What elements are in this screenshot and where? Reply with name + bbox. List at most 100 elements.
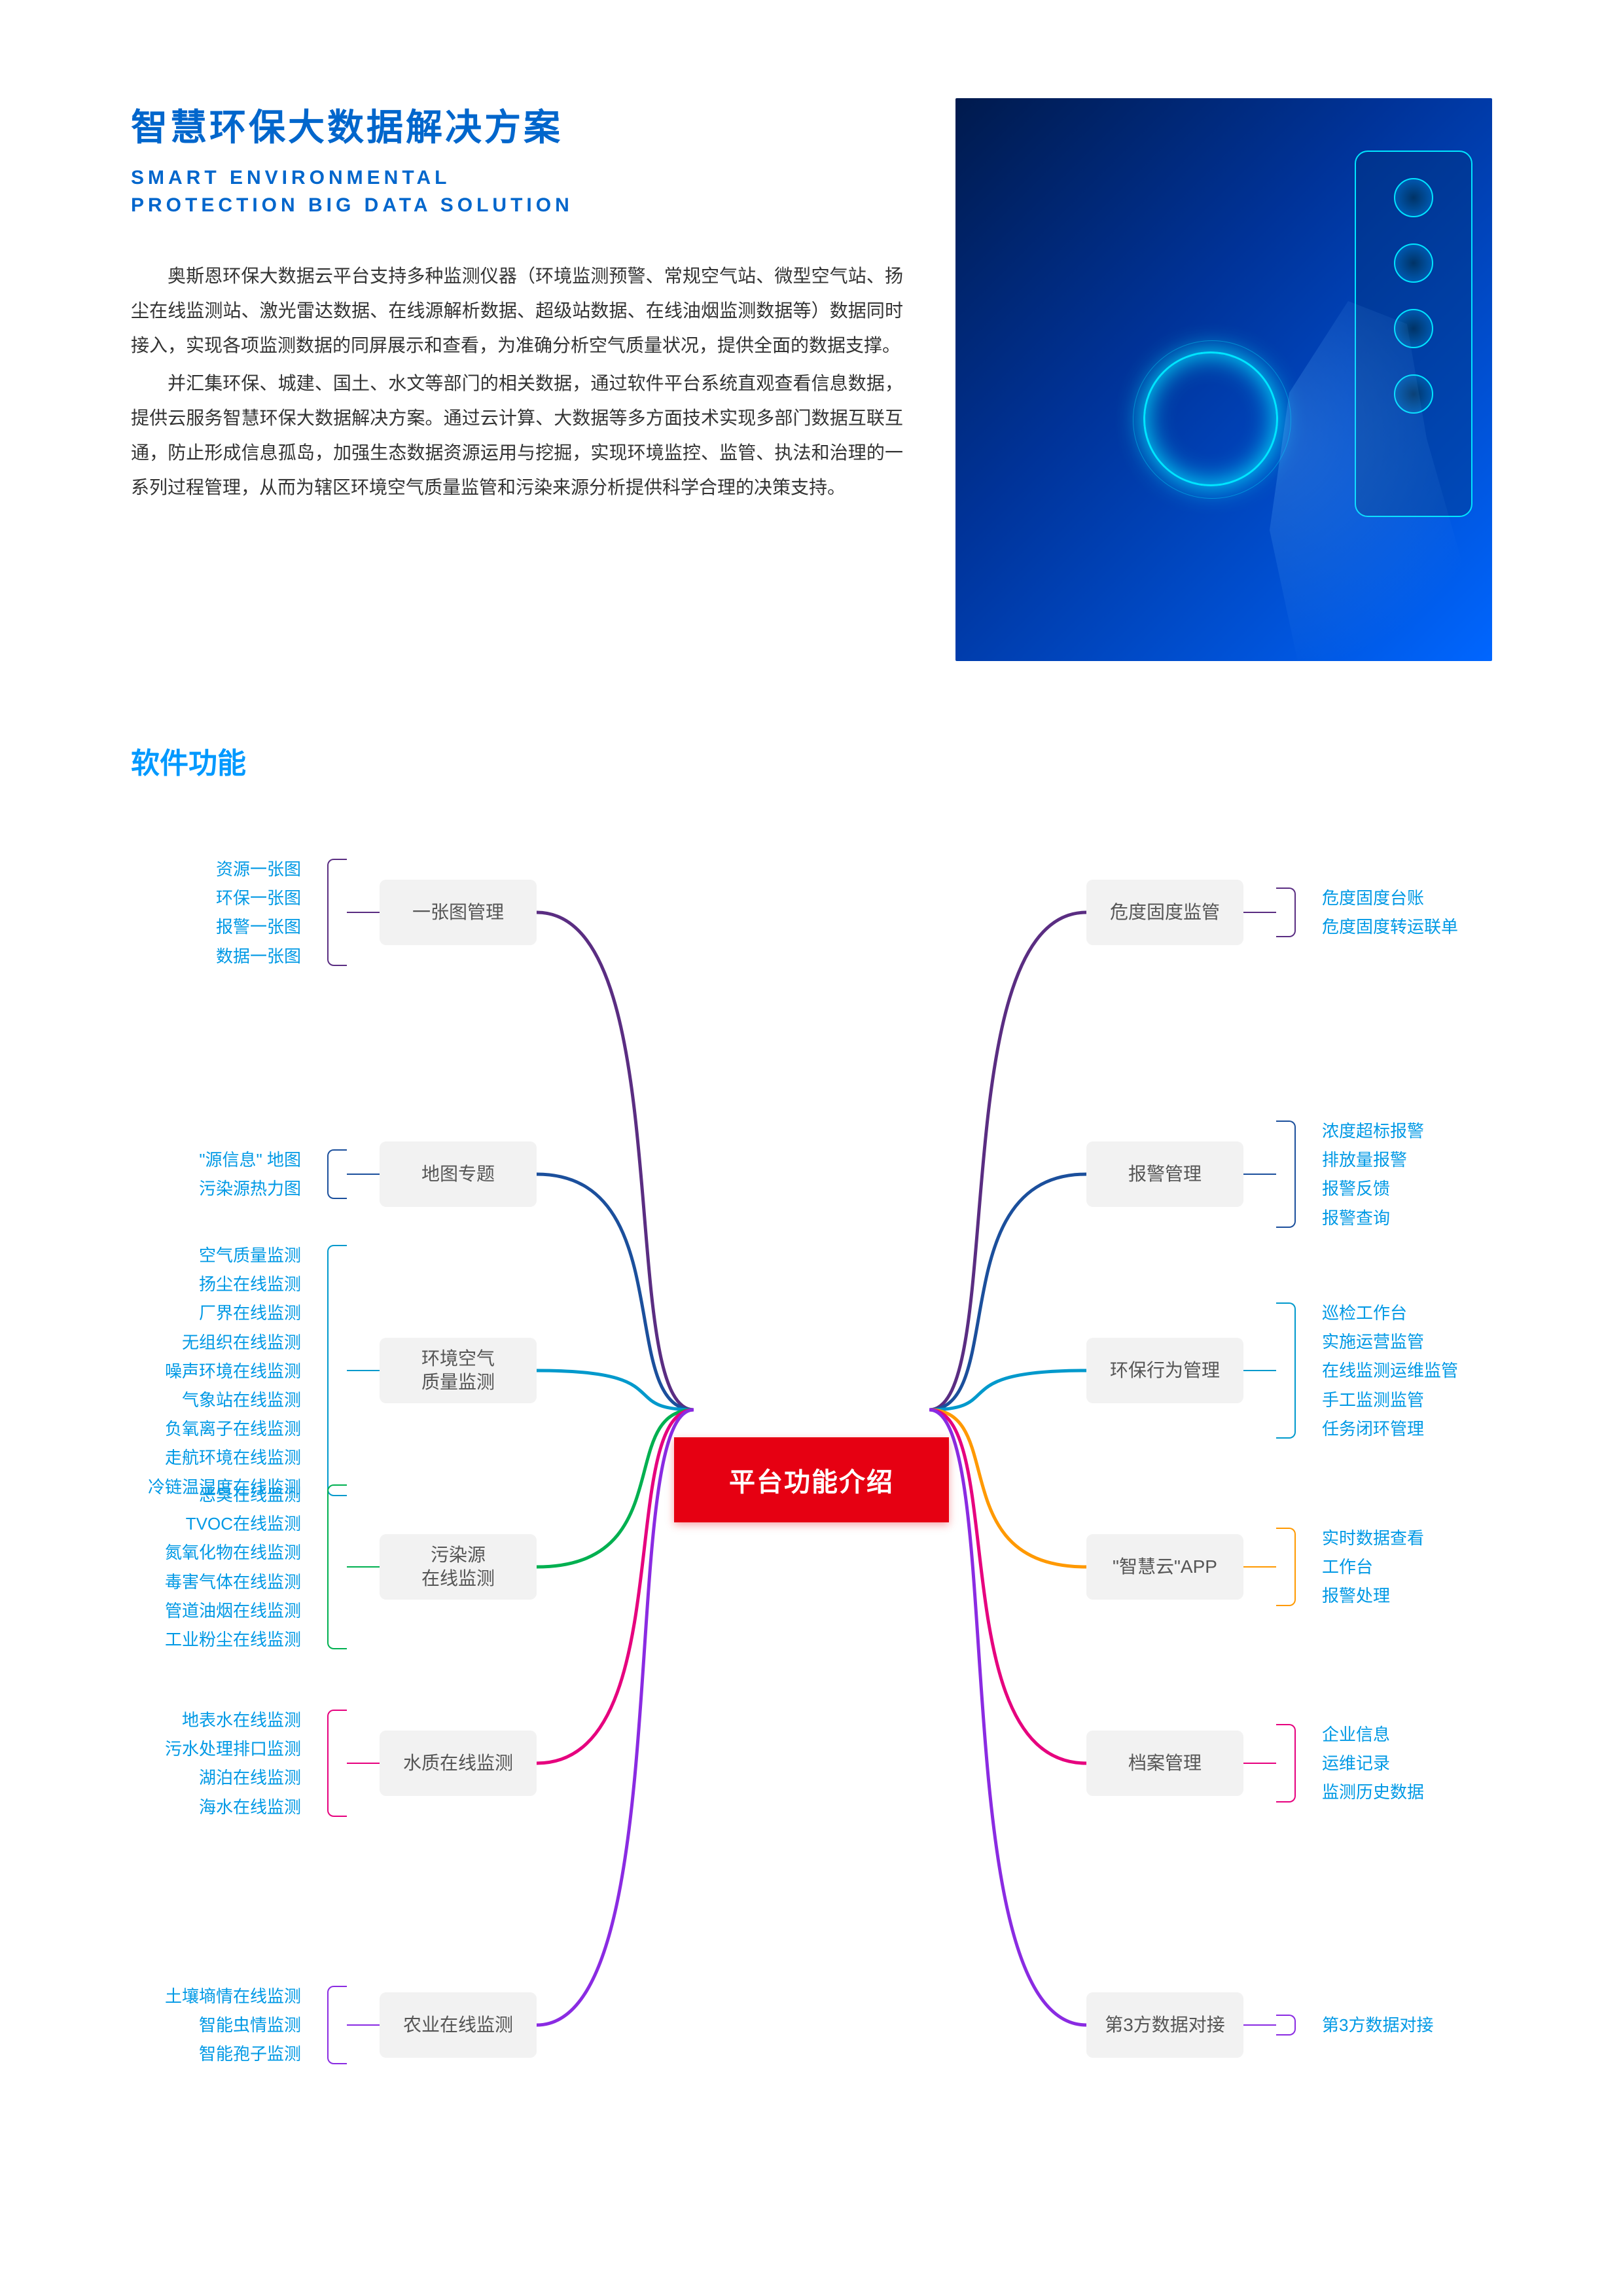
mindmap-leaf: 实时数据查看 [1322, 1524, 1424, 1552]
mindmap-node: 环保行为管理 [1086, 1338, 1243, 1403]
bracket-icon [1276, 888, 1296, 937]
mindmap-leaf: 报警处理 [1322, 1581, 1424, 1610]
mindmap-leaf: 土壤墒情在线监测 [165, 1982, 301, 2011]
mindmap-node: 报警管理 [1086, 1141, 1243, 1207]
mindmap-leaf: 在线监测运维监管 [1322, 1356, 1458, 1385]
mindmap-node: 农业在线监测 [380, 1992, 537, 2058]
bracket-icon [1276, 1528, 1296, 1606]
mindmap-leaf: 空气质量监测 [148, 1241, 301, 1270]
mindmap-leaf: 巡检工作台 [1322, 1299, 1458, 1327]
title-en-line2: PROTECTION BIG DATA SOLUTION [131, 192, 903, 219]
mindmap-leaf-list: 土壤墒情在线监测智能虫情监测智能孢子监测 [165, 1982, 301, 2069]
mindmap-curve [929, 1371, 1086, 1410]
mindmap-leaf: 企业信息 [1322, 1720, 1424, 1749]
mindmap-leaf: 海水在线监测 [165, 1793, 301, 1821]
bracket-icon [327, 1986, 347, 2064]
bracket-icon [327, 1484, 347, 1649]
mindmap-leaf: 走航环境在线监测 [148, 1443, 301, 1472]
title-en-line1: SMART ENVIRONMENTAL [131, 164, 903, 192]
bracket-stem [1243, 1763, 1276, 1764]
hero-dial-icon [1394, 243, 1433, 283]
bracket-stem [347, 1763, 380, 1764]
bracket-stem [347, 1370, 380, 1371]
mindmap-node: 危度固度监管 [1086, 880, 1243, 945]
mindmap-leaf-list: 第3方数据对接 [1322, 2011, 1433, 2039]
desc-p1: 奥斯恩环保大数据云平台支持多种监测仪器（环境监测预警、常规空气站、微型空气站、扬… [131, 259, 903, 363]
mindmap-curve [537, 1371, 694, 1410]
bracket-icon [327, 1149, 347, 1199]
mindmap-leaf: 危度固度台账 [1322, 884, 1458, 912]
mindmap-node: 档案管理 [1086, 1731, 1243, 1796]
bracket-icon [327, 1710, 347, 1817]
mindmap-leaf: 报警查询 [1322, 1204, 1424, 1232]
mindmap-leaf: 工业粉尘在线监测 [165, 1625, 301, 1654]
section-title: 软件功能 [131, 740, 1492, 781]
mindmap-leaf: "源信息" 地图 [199, 1145, 301, 1174]
mindmap-leaf: 排放量报警 [1322, 1145, 1424, 1174]
bracket-stem [1243, 912, 1276, 913]
mindmap-node: 水质在线监测 [380, 1731, 537, 1796]
mindmap-curve [537, 1410, 694, 2025]
mindmap: 平台功能介绍 一张图管理 资源一张图环保一张图报警一张图数据一张图地图专题 "源信息… [131, 834, 1492, 2143]
mindmap-curve [537, 1410, 694, 1763]
mindmap-leaf: 资源一张图 [216, 855, 301, 884]
mindmap-leaf-list: 危度固度台账危度固度转运联单 [1322, 884, 1458, 941]
mindmap-curve [537, 1410, 694, 1567]
mindmap-leaf: 实施运营监管 [1322, 1327, 1458, 1356]
desc-p2: 并汇集环保、城建、国土、水文等部门的相关数据，通过软件平台系统直观查看信息数据，… [131, 366, 903, 505]
mindmap-leaf: 工作台 [1322, 1552, 1424, 1581]
mindmap-center: 平台功能介绍 [674, 1437, 949, 1522]
title-en: SMART ENVIRONMENTAL PROTECTION BIG DATA … [131, 164, 903, 219]
bracket-stem [1243, 2024, 1276, 2026]
mindmap-curve [929, 1410, 1086, 2025]
mindmap-leaf-list: 资源一张图环保一张图报警一张图数据一张图 [216, 855, 301, 971]
bracket-stem [1243, 1370, 1276, 1371]
bracket-icon [327, 859, 347, 966]
bracket-icon [1276, 1302, 1296, 1439]
mindmap-leaf-list: 地表水在线监测污水处理排口监测湖泊在线监测海水在线监测 [165, 1706, 301, 1821]
description: 奥斯恩环保大数据云平台支持多种监测仪器（环境监测预警、常规空气站、微型空气站、扬… [131, 259, 903, 505]
bracket-stem [347, 1174, 380, 1175]
bracket-icon [1276, 1121, 1296, 1228]
mindmap-leaf: 毒害气体在线监测 [165, 1568, 301, 1596]
mindmap-leaf: 智能虫情监测 [165, 2011, 301, 2039]
mindmap-leaf-list: 实时数据查看工作台报警处理 [1322, 1524, 1424, 1611]
mindmap-leaf: 报警一张图 [216, 912, 301, 941]
mindmap-leaf: 浓度超标报警 [1322, 1117, 1424, 1145]
mindmap-node: 第3方数据对接 [1086, 1992, 1243, 2058]
mindmap-leaf: 智能孢子监测 [165, 2039, 301, 2068]
mindmap-curve [929, 1410, 1086, 1567]
header: 智慧环保大数据解决方案 SMART ENVIRONMENTAL PROTECTI… [131, 98, 1492, 661]
bracket-stem [347, 2024, 380, 2026]
bracket-stem [1243, 1566, 1276, 1568]
mindmap-leaf-list: 浓度超标报警排放量报警报警反馈报警查询 [1322, 1117, 1424, 1232]
bracket-stem [1243, 1174, 1276, 1175]
mindmap-leaf: TVOC在线监测 [165, 1509, 301, 1538]
mindmap-leaf: 氮氧化物在线监测 [165, 1538, 301, 1567]
mindmap-leaf: 气象站在线监测 [148, 1386, 301, 1414]
mindmap-leaf: 噪声环境在线监测 [148, 1357, 301, 1386]
bracket-icon [327, 1245, 347, 1496]
mindmap-leaf: 监测历史数据 [1322, 1778, 1424, 1806]
mindmap-leaf: 厂界在线监测 [148, 1299, 301, 1327]
mindmap-leaf: 污水处理排口监测 [165, 1734, 301, 1763]
mindmap-leaf: 危度固度转运联单 [1322, 912, 1458, 941]
mindmap-node: 地图专题 [380, 1141, 537, 1207]
mindmap-leaf: 管道油烟在线监测 [165, 1596, 301, 1625]
mindmap-leaf-list: 恶臭在线监测TVOC在线监测氮氧化物在线监测毒害气体在线监测管道油烟在线监测工业… [165, 1480, 301, 1654]
mindmap-leaf: 湖泊在线监测 [165, 1763, 301, 1792]
bracket-stem [347, 912, 380, 913]
hero-image [955, 98, 1492, 661]
mindmap-leaf-list: "源信息" 地图污染源热力图 [199, 1145, 301, 1203]
bracket-icon [1276, 2015, 1296, 2036]
mindmap-node: 一张图管理 [380, 880, 537, 945]
mindmap-curve [929, 912, 1086, 1410]
mindmap-leaf-list: 企业信息运维记录监测历史数据 [1322, 1720, 1424, 1807]
hero-dial-icon [1394, 178, 1433, 217]
mindmap-node: 环境空气 质量监测 [380, 1338, 537, 1403]
mindmap-leaf: 报警反馈 [1322, 1174, 1424, 1203]
mindmap-leaf: 运维记录 [1322, 1749, 1424, 1778]
mindmap-leaf-list: 巡检工作台实施运营监管在线监测运维监管手工监测监管任务闭环管理 [1322, 1299, 1458, 1443]
mindmap-leaf: 扬尘在线监测 [148, 1270, 301, 1299]
mindmap-leaf: 环保一张图 [216, 884, 301, 912]
